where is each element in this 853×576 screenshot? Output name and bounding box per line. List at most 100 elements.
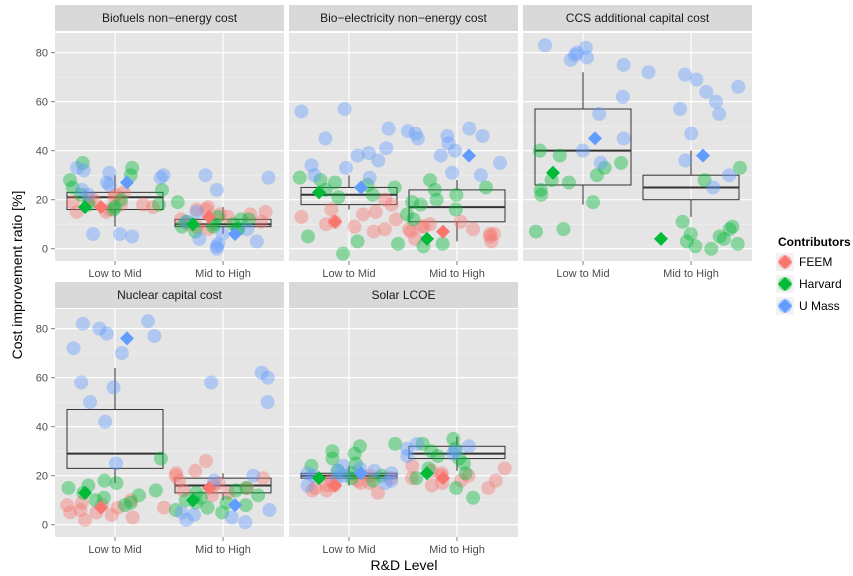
- x-tick-label: Mid to High: [429, 268, 485, 280]
- data-point: [556, 222, 571, 237]
- data-point: [378, 476, 393, 491]
- data-point: [378, 192, 393, 207]
- y-tick-label: 20: [36, 471, 48, 483]
- mean-marker: [328, 478, 342, 493]
- data-point: [331, 190, 346, 205]
- facet-title: Bio−electricity non−energy cost: [320, 11, 487, 25]
- data-point: [239, 480, 254, 495]
- data-point: [147, 328, 162, 343]
- data-point: [251, 488, 266, 503]
- data-point: [92, 321, 107, 336]
- data-point: [123, 493, 138, 508]
- data-point: [365, 187, 380, 202]
- data-point: [110, 500, 125, 515]
- data-point: [262, 503, 277, 518]
- mean-marker: [546, 165, 560, 180]
- data-point: [348, 456, 363, 471]
- data-point: [75, 182, 90, 197]
- data-point: [148, 483, 163, 498]
- data-point: [462, 121, 477, 136]
- data-point: [131, 488, 146, 503]
- data-point: [675, 214, 690, 229]
- data-point: [353, 476, 368, 491]
- data-point: [174, 505, 189, 520]
- data-point: [730, 236, 745, 251]
- data-point: [169, 466, 184, 481]
- data-point: [313, 173, 328, 188]
- box: [534, 108, 632, 186]
- data-point: [125, 510, 140, 525]
- x-tick-label: Mid to High: [195, 268, 251, 280]
- mean-marker: [312, 185, 326, 200]
- mean-marker: [420, 231, 434, 246]
- panel-background: [55, 309, 284, 537]
- data-point: [589, 168, 604, 183]
- data-point: [211, 209, 226, 224]
- data-point: [106, 202, 121, 217]
- data-point: [336, 246, 351, 261]
- data-point: [486, 227, 501, 242]
- data-point: [114, 197, 129, 212]
- y-tick-label: 20: [36, 195, 48, 207]
- data-point: [336, 458, 351, 473]
- data-point: [367, 463, 382, 478]
- data-point: [461, 468, 476, 483]
- data-point: [151, 197, 166, 212]
- data-point: [683, 227, 698, 242]
- data-point: [318, 131, 333, 146]
- y-tick-label: 80: [36, 324, 48, 336]
- data-point: [405, 471, 420, 486]
- panel-background: [55, 33, 284, 261]
- data-point: [240, 480, 255, 495]
- data-point: [168, 503, 183, 518]
- y-tick-label: 60: [36, 97, 48, 109]
- data-point: [347, 446, 362, 461]
- data-point: [448, 441, 463, 456]
- data-point: [706, 180, 721, 195]
- panel-background: [289, 33, 518, 261]
- legend-key-diamond: [778, 299, 792, 313]
- data-point: [75, 316, 90, 331]
- data-point: [176, 483, 191, 498]
- data-point: [123, 495, 138, 510]
- data-point: [215, 227, 230, 242]
- data-point: [65, 195, 80, 210]
- data-point: [592, 106, 607, 121]
- mean-marker: [186, 493, 200, 508]
- data-point: [260, 395, 275, 410]
- data-point: [192, 231, 207, 246]
- facet-title: Solar LCOE: [371, 288, 435, 302]
- data-point: [187, 507, 202, 522]
- data-point: [475, 128, 490, 143]
- data-point: [234, 212, 249, 227]
- data-point: [415, 436, 430, 451]
- data-point: [466, 222, 481, 237]
- data-point: [73, 187, 88, 202]
- data-point: [697, 173, 712, 188]
- data-point: [493, 155, 508, 170]
- data-point: [725, 219, 740, 234]
- data-point: [678, 67, 693, 82]
- box: [408, 189, 506, 223]
- data-point: [102, 165, 117, 180]
- data-point: [593, 155, 608, 170]
- data-point: [561, 175, 576, 190]
- data-point: [403, 224, 418, 239]
- data-point: [440, 128, 455, 143]
- data-point: [356, 207, 371, 222]
- data-point: [241, 212, 256, 227]
- facet-panel: Nuclear capital cost 0 20 40 60 80 Low to Mid M…: [36, 282, 284, 556]
- data-point: [586, 195, 601, 210]
- data-point: [497, 461, 512, 476]
- y-tick-label: 80: [36, 48, 48, 60]
- data-point: [107, 190, 122, 205]
- data-point: [200, 500, 215, 515]
- data-point: [352, 439, 367, 454]
- data-point: [60, 498, 75, 513]
- data-point: [243, 207, 258, 222]
- x-tick-label: Low to Mid: [322, 268, 375, 280]
- data-point: [641, 65, 656, 80]
- data-point: [189, 204, 204, 219]
- data-point: [215, 505, 230, 520]
- facet-strip: [289, 282, 518, 308]
